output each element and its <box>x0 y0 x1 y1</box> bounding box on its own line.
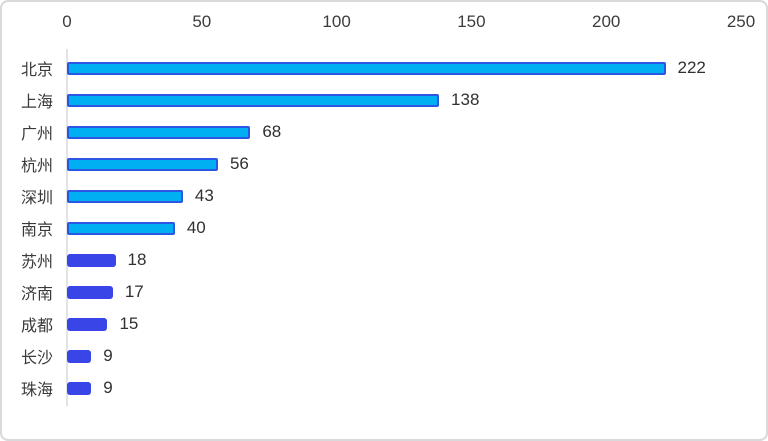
bar-track: 40 <box>67 218 741 238</box>
value-label: 9 <box>103 346 113 365</box>
category-label: 杭州 <box>20 158 53 175</box>
value-label: 15 <box>119 314 139 333</box>
bar-track: 68 <box>67 122 741 142</box>
category-label: 深圳 <box>20 190 53 207</box>
x-axis-tick-label: 150 <box>457 12 486 31</box>
bar <box>67 61 666 75</box>
bar-row: 长沙 9 <box>2 340 766 372</box>
category-label: 长沙 <box>20 350 53 367</box>
category-label: 广州 <box>20 126 53 143</box>
bar-row: 珠海 9 <box>2 372 766 404</box>
bar <box>67 285 113 299</box>
bar-track: 9 <box>67 378 741 398</box>
value-label: 43 <box>194 186 214 205</box>
value-label: 17 <box>124 282 144 301</box>
bar-row: 深圳 43 <box>2 180 766 212</box>
bar-track: 43 <box>67 186 741 206</box>
category-label: 成都 <box>20 318 53 335</box>
bar-track: 222 <box>67 58 741 78</box>
bar-track: 56 <box>67 154 741 174</box>
bar-track: 138 <box>67 90 741 110</box>
bar <box>67 349 92 363</box>
bar <box>67 125 251 139</box>
category-label: 上海 <box>20 94 53 111</box>
category-label: 珠海 <box>20 382 53 399</box>
bar <box>67 157 218 171</box>
bar <box>67 221 175 235</box>
bar-row: 南京 40 <box>2 212 766 244</box>
bar-row: 成都 15 <box>2 308 766 340</box>
value-label: 222 <box>677 58 706 77</box>
bar-track: 18 <box>67 250 741 270</box>
bar-row: 苏州 18 <box>2 244 766 276</box>
x-axis-tick-label: 100 <box>322 12 351 31</box>
value-label: 138 <box>451 90 480 109</box>
bar-track: 15 <box>67 314 741 334</box>
value-label: 56 <box>229 154 249 173</box>
x-axis-tick-row: 0 50 100 150 200 250 <box>62 10 755 34</box>
bar-row: 广州 68 <box>2 116 766 148</box>
bar <box>67 189 183 203</box>
bar-row: 北京 222 <box>2 52 766 84</box>
bar-track: 17 <box>67 282 741 302</box>
value-label: 9 <box>103 378 113 397</box>
x-axis-tick-label: 200 <box>592 12 621 31</box>
category-label: 济南 <box>20 286 53 303</box>
category-label: 北京 <box>20 62 53 79</box>
bar <box>67 93 440 107</box>
bar <box>67 253 116 267</box>
bar-track: 9 <box>67 346 741 366</box>
bar-row: 杭州 56 <box>2 148 766 180</box>
bar-rows-container: 北京 222 上海 138 广州 68 杭州 56 深圳 43 南京 40 苏州 18 济南 17 成都 15 长沙… <box>2 52 766 404</box>
value-label: 18 <box>127 250 147 269</box>
category-label: 南京 <box>20 222 53 239</box>
value-label: 68 <box>262 122 282 141</box>
bar-row: 上海 138 <box>2 84 766 116</box>
x-axis-tick-label: 250 <box>726 12 756 31</box>
x-axis-tick-label: 50 <box>192 12 212 31</box>
plot-area: 北京 222 上海 138 广州 68 杭州 56 深圳 43 南京 40 苏州 18 济南 17 成都 15 长沙… <box>2 49 766 406</box>
bar <box>67 317 108 331</box>
bar <box>67 381 92 395</box>
x-axis-tick-label: 0 <box>62 12 72 31</box>
bar-row: 济南 17 <box>2 276 766 308</box>
category-label: 苏州 <box>20 254 53 271</box>
value-label: 40 <box>186 218 206 237</box>
